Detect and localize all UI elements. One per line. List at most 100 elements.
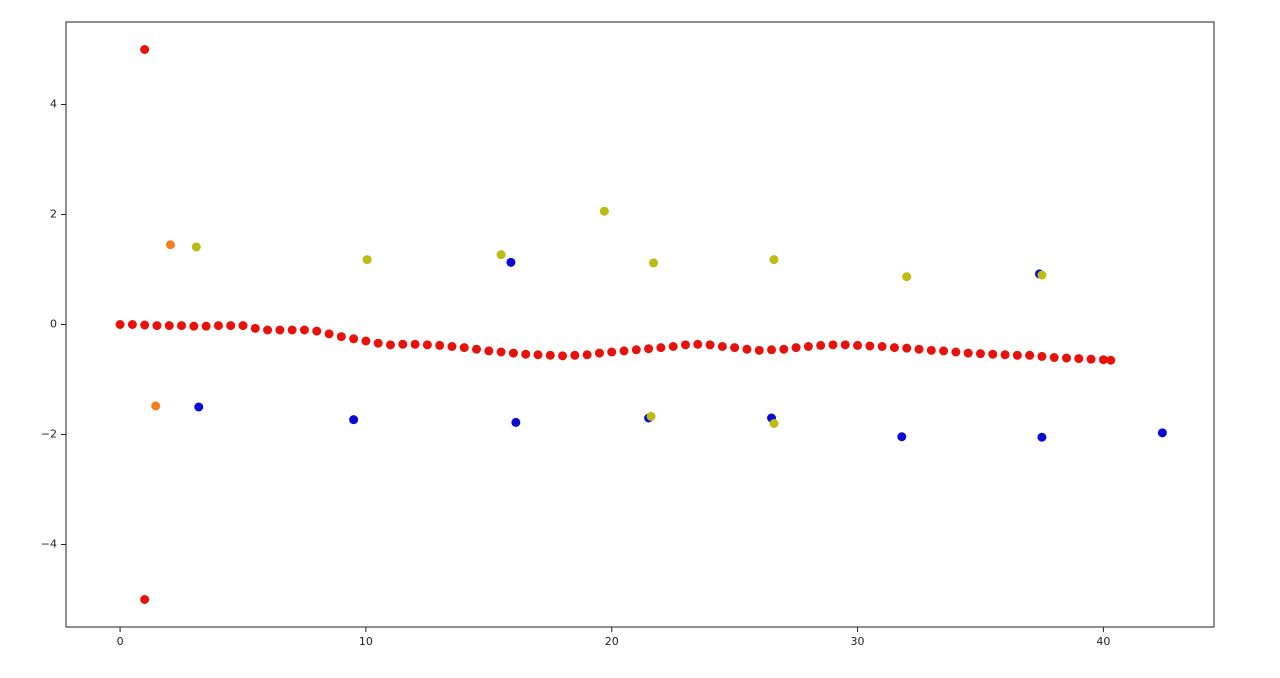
scatter-point: [194, 402, 204, 412]
scatter-point: [754, 345, 764, 355]
y-tick-label: 0: [50, 318, 57, 331]
scatter-point: [779, 344, 789, 354]
scatter-point: [521, 349, 531, 359]
x-tick-label: 40: [1096, 635, 1110, 648]
scatter-point: [1000, 350, 1010, 360]
scatter-point: [422, 340, 432, 350]
scatter-point: [594, 348, 604, 358]
scatter-point: [250, 323, 260, 333]
y-tick-label: 2: [50, 208, 57, 221]
scatter-point: [275, 325, 285, 335]
scatter-point: [926, 345, 936, 355]
scatter-point: [511, 417, 521, 427]
scatter-point: [238, 321, 248, 331]
scatter-point: [151, 401, 161, 411]
scatter-point: [914, 344, 924, 354]
y-tick-label: −2: [41, 428, 57, 441]
scatter-point: [1037, 432, 1047, 442]
scatter-point: [582, 350, 592, 360]
plot-frame: [65, 21, 1215, 628]
scatter-point: [656, 343, 666, 353]
scatter-point: [963, 348, 973, 358]
x-tick-label: 30: [851, 635, 865, 648]
scatter-point: [115, 320, 125, 329]
scatter-point: [803, 342, 813, 351]
scatter-point: [769, 255, 779, 265]
scatter-point: [1086, 354, 1096, 364]
scatter-point: [897, 432, 907, 442]
scatter-point: [1106, 355, 1116, 365]
scatter-point: [840, 340, 850, 350]
scatter-point: [472, 344, 482, 354]
scatter-point: [693, 339, 703, 349]
scatter-point: [226, 321, 236, 331]
scatter-point: [508, 348, 518, 358]
scatter-point: [742, 344, 752, 354]
scatter-point: [951, 347, 961, 357]
scatter-point: [1098, 355, 1108, 365]
scatter-point: [877, 342, 887, 351]
scatter-point: [1062, 353, 1072, 363]
scatter-point: [769, 419, 779, 428]
scatter-point: [607, 347, 617, 357]
scatter-point: [140, 595, 150, 604]
scatter-point: [140, 320, 150, 330]
scatter-point: [435, 340, 445, 350]
scatter-point: [164, 321, 174, 331]
scatter-point: [988, 349, 998, 359]
scatter-point: [975, 349, 985, 359]
scatter-point: [828, 340, 838, 350]
scatter-point: [324, 329, 334, 339]
scatter-point: [816, 340, 826, 350]
scatter-point: [177, 321, 187, 331]
scatter-point: [646, 411, 656, 421]
scatter-point: [1025, 350, 1035, 360]
scatter-point: [410, 339, 420, 349]
scatter-point: [902, 343, 912, 353]
scatter-point: [385, 340, 395, 350]
y-tick-label: 4: [50, 98, 57, 111]
scatter-point: [1074, 354, 1084, 364]
scatter-point: [545, 350, 555, 360]
scatter-point: [165, 240, 175, 250]
x-tick-label: 0: [117, 635, 124, 648]
scatter-point: [1157, 428, 1167, 438]
scatter-point: [705, 340, 715, 350]
scatter-point: [1049, 353, 1059, 362]
scatter-point: [791, 343, 801, 353]
scatter-point: [889, 343, 899, 353]
scatter-point: [853, 340, 863, 350]
scatter-point: [767, 345, 777, 355]
scatter-point: [649, 258, 659, 268]
scatter-point: [336, 332, 346, 342]
scatter-point: [140, 45, 150, 54]
scatter-point: [484, 346, 494, 356]
scatter-point: [361, 336, 371, 346]
scatter-point: [1037, 351, 1047, 361]
scatter-point: [939, 346, 949, 356]
scatter-point: [717, 342, 727, 351]
scatter-point: [680, 340, 690, 350]
scatter-point: [668, 342, 678, 351]
scatter-point: [730, 343, 740, 353]
scatter-point: [213, 321, 223, 331]
scatter-point: [558, 351, 568, 361]
scatter-point: [506, 257, 516, 267]
scatter-point: [599, 206, 609, 216]
scatter-point: [644, 344, 654, 354]
scatter-point: [533, 350, 543, 360]
scatter-point: [1012, 350, 1022, 360]
scatter-point: [287, 325, 297, 335]
scatter-point: [362, 255, 372, 265]
scatter-point: [191, 242, 201, 252]
scatter-point: [570, 350, 580, 360]
x-tick-label: 20: [605, 635, 619, 648]
scatter-point: [349, 334, 359, 344]
scatter-point: [299, 325, 309, 335]
scatter-point: [447, 342, 457, 351]
scatter-point: [1037, 270, 1047, 280]
scatter-point: [152, 321, 162, 331]
scatter-point: [496, 250, 506, 260]
scatter-point: [865, 341, 875, 351]
